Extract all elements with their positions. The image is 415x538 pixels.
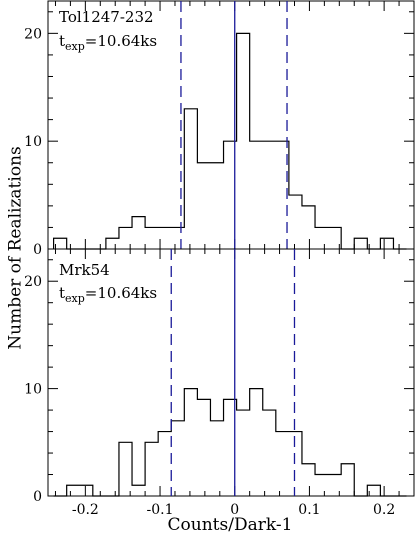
x-tick-label: 0.1 (298, 502, 320, 518)
x-tick-label: 0.2 (373, 502, 395, 518)
x-tick-label: -0.1 (147, 502, 174, 518)
y-tick-label: 0 (33, 489, 42, 505)
panel-bottom: Mrk54 texp=10.64ks 0 10 20 -0.2 -0.1 0 0.1 0.2 (24, 248, 415, 518)
y-tick-label: 20 (24, 274, 42, 290)
exposure-label: texp=10.64ks (59, 32, 157, 53)
histogram-step (53, 388, 407, 497)
object-label: Tol1247-232 (59, 8, 154, 26)
panel-top: Tol1247-232 texp=10.64ks 0 10 20 (24, 0, 415, 258)
x-tick-label: -0.2 (72, 502, 99, 518)
y-tick-label: 10 (24, 134, 42, 150)
y-tick-label: 20 (24, 26, 42, 42)
y-axis-label: Number of Realizations (6, 146, 26, 350)
plot-frame (47, 248, 415, 497)
exposure-label: texp=10.64ks (59, 284, 157, 305)
x-axis-label: Counts/Dark-1 (168, 515, 293, 535)
y-tick-label: 10 (24, 382, 42, 398)
histogram-step (53, 32, 407, 250)
object-label: Mrk54 (59, 261, 110, 279)
x-tick-label: 0 (230, 502, 239, 518)
y-tick-label: 0 (33, 242, 42, 258)
